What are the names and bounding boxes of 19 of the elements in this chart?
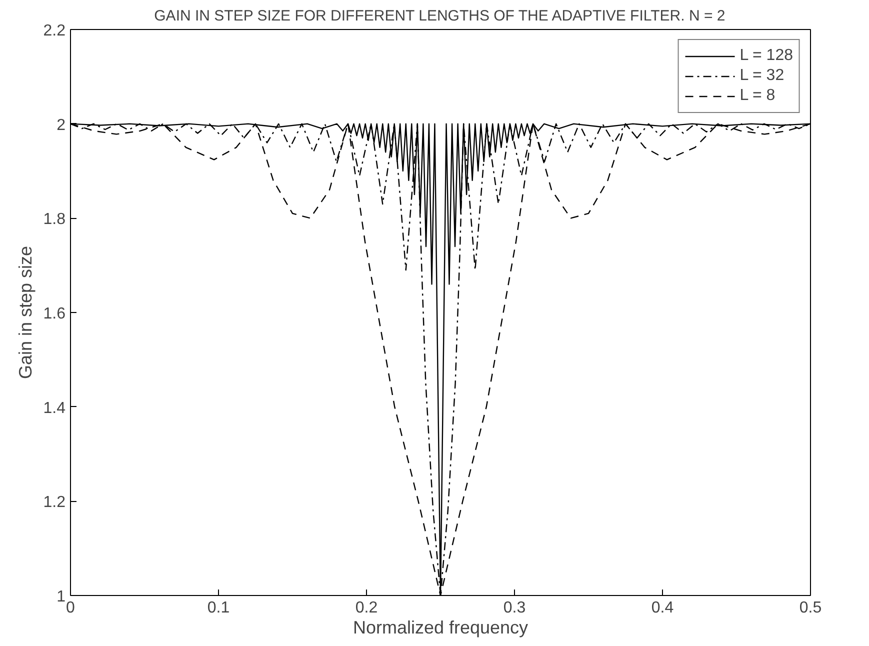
chart-title: GAIN IN STEP SIZE FOR DIFFERENT LENGTHS OF THE ADAPTIVE FILTER. N = 2 [154, 8, 726, 24]
y-axis-title: Gain in step size [15, 246, 36, 380]
legend-label: L = 8 [740, 87, 776, 105]
y-tick-label: 1.8 [43, 211, 66, 228]
y-tick-label: 1.4 [43, 400, 66, 417]
legend-label: L = 32 [740, 67, 784, 85]
y-tick-label: 2.2 [43, 22, 66, 40]
x-tick-label: 0 [66, 600, 76, 616]
legend-label: L = 128 [740, 47, 793, 65]
x-tick-label: 0.1 [207, 600, 230, 616]
y-tick-label: 1.2 [43, 494, 66, 512]
y-tick-label: 1.6 [43, 306, 66, 322]
x-tick-label: 0.2 [355, 600, 378, 616]
x-axis-title: Normalized frequency [352, 618, 528, 638]
y-tick-label: 1 [56, 588, 66, 606]
x-tick-label: 0.4 [651, 600, 674, 616]
x-tick-label: 0.5 [799, 600, 822, 616]
x-tick-label: 0.3 [503, 600, 526, 616]
y-tick-label: 2 [56, 116, 66, 134]
